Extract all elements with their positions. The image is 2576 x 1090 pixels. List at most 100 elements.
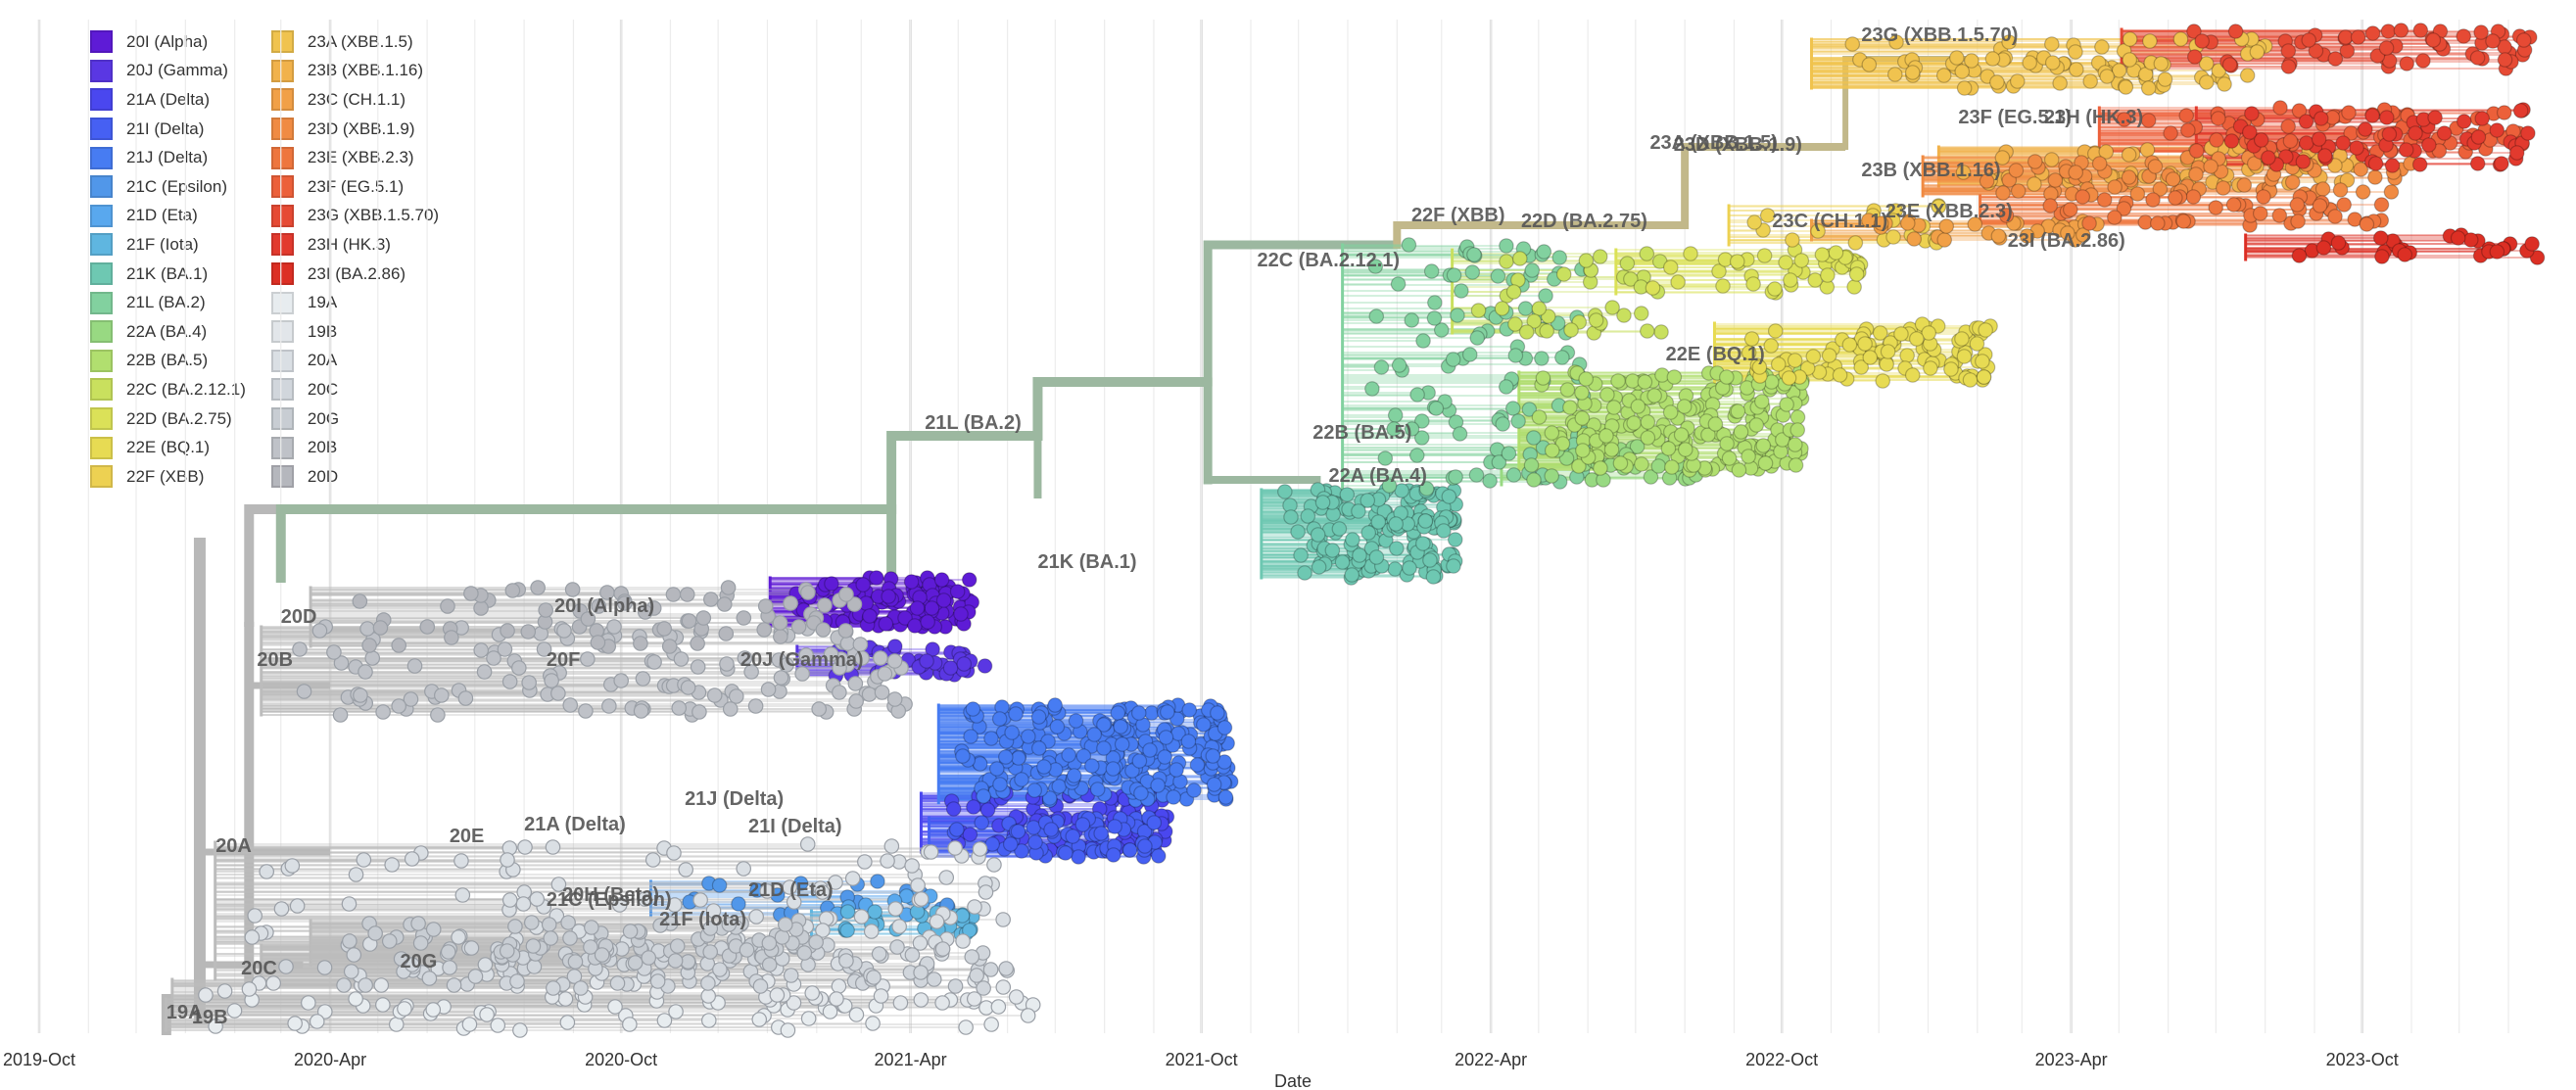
tip-point[interactable] [692,892,708,908]
tip-point[interactable] [2364,108,2380,123]
tip-point[interactable] [1026,782,1042,798]
tip-point[interactable] [2118,79,2134,95]
tip-point[interactable] [1575,443,1591,458]
legend-item[interactable]: 23B (XBB.1.16) [270,57,439,86]
tip-point[interactable] [839,923,855,938]
tip-point[interactable] [1906,231,1923,247]
tip-point[interactable] [1785,232,1800,248]
tip-point[interactable] [991,711,1008,727]
tip-point[interactable] [1131,753,1148,769]
tip-point[interactable] [559,1015,576,1030]
tip-point[interactable] [2150,215,2166,231]
tip-point[interactable] [1505,467,1522,483]
tip-point[interactable] [992,777,1008,792]
tip-point[interactable] [1788,457,1804,473]
legend-item[interactable]: 20J (Gamma) [90,57,246,86]
tip-point[interactable] [1787,437,1803,452]
tip-point[interactable] [1711,263,1727,279]
tip-point[interactable] [1599,387,1615,403]
tip-point[interactable] [1719,369,1735,385]
legend-item[interactable]: 22B (BA.5) [90,347,246,376]
tip-point[interactable] [1096,717,1112,733]
tip-point[interactable] [1616,308,1632,323]
tip-point[interactable] [2107,179,2123,195]
tip-point[interactable] [2147,159,2164,174]
tip-point[interactable] [1683,246,1698,261]
tip-point[interactable] [1650,458,1667,474]
tip-point[interactable] [965,701,981,717]
tip-point[interactable] [316,960,333,975]
tip-point[interactable] [1626,415,1642,431]
tip-point[interactable] [1875,373,1891,389]
tip-point[interactable] [1805,349,1822,364]
tip-point[interactable] [865,1016,881,1031]
tip-point[interactable] [1643,469,1659,485]
tip-point[interactable] [2009,73,2026,89]
tip-point[interactable] [678,862,693,877]
tip-point[interactable] [1158,730,1174,745]
tip-point[interactable] [1501,446,1517,461]
tip-point[interactable] [2311,131,2327,147]
tip-point[interactable] [1114,736,1130,752]
tip-point[interactable] [844,871,861,886]
tip-point[interactable] [1075,748,1092,764]
tip-point[interactable] [1470,303,1487,318]
tip-point[interactable] [878,616,894,632]
tip-point[interactable] [1857,336,1873,352]
tip-point[interactable] [1526,313,1543,329]
tip-point[interactable] [1909,331,1925,347]
tip-point[interactable] [862,608,878,624]
tip-point[interactable] [1121,842,1138,858]
legend-item[interactable]: 23G (XBB.1.5.70) [270,202,439,231]
tip-point[interactable] [1468,467,1485,483]
tip-point[interactable] [1756,248,1773,263]
tip-point[interactable] [2372,230,2389,246]
tip-point[interactable] [2121,169,2137,185]
tip-point[interactable] [1133,785,1149,801]
tip-point[interactable] [1402,560,1417,576]
tip-point[interactable] [2350,29,2366,45]
tip-point[interactable] [1499,238,1514,254]
tip-point[interactable] [969,968,984,983]
tip-point[interactable] [2280,59,2297,74]
tip-point[interactable] [2043,152,2060,167]
tip-point[interactable] [1846,279,1862,295]
tip-point[interactable] [1401,237,1417,253]
tip-point[interactable] [1021,729,1036,744]
tip-point[interactable] [1345,532,1360,547]
tip-point[interactable] [958,1019,974,1035]
tip-point[interactable] [1210,705,1225,721]
tip-point[interactable] [1783,272,1798,288]
tip-point[interactable] [904,858,920,874]
tip-point[interactable] [1779,397,1794,412]
tip-point[interactable] [384,857,400,873]
tip-point[interactable] [656,1013,673,1028]
tip-point[interactable] [1096,740,1112,756]
tip-point[interactable] [2063,202,2078,217]
tip-point[interactable] [1885,229,1901,245]
tip-point[interactable] [2140,113,2157,128]
tip-point[interactable] [512,1022,528,1038]
tip-point[interactable] [1415,333,1431,349]
tip-point[interactable] [1954,64,1971,79]
tip-point[interactable] [1300,508,1316,524]
tip-point[interactable] [804,985,821,1001]
tip-point[interactable] [2272,100,2288,116]
tip-point[interactable] [241,981,258,997]
tip-point[interactable] [700,1013,717,1028]
tip-point[interactable] [2489,122,2505,138]
tip-point[interactable] [1124,763,1140,779]
tip-point[interactable] [979,802,996,818]
tip-point[interactable] [1639,246,1655,261]
tip-point[interactable] [2374,249,2390,264]
tip-point[interactable] [1061,747,1076,763]
tip-point[interactable] [1499,254,1514,269]
tip-point[interactable] [1074,817,1091,832]
tip-point[interactable] [273,901,290,917]
tip-point[interactable] [607,999,623,1015]
tip-point[interactable] [942,660,959,676]
tip-point[interactable] [1450,308,1465,323]
tip-point[interactable] [919,653,934,669]
tip-point[interactable] [404,851,420,867]
tip-point[interactable] [309,1014,325,1029]
